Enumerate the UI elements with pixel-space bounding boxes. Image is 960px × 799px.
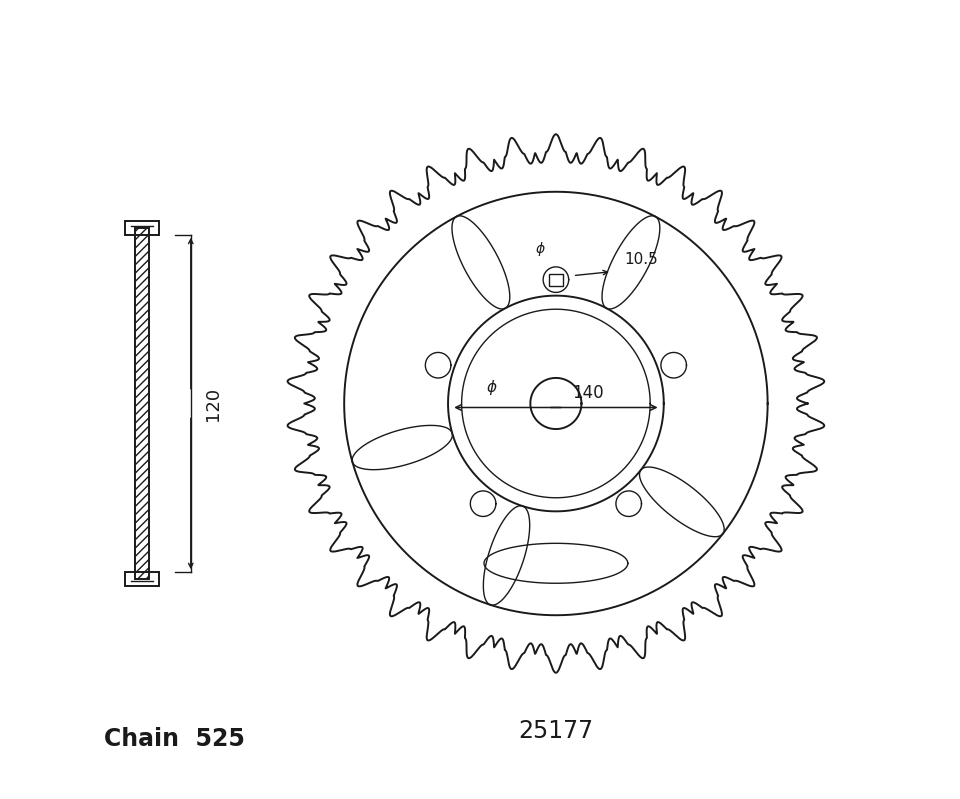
Text: 140: 140 — [572, 384, 604, 402]
Bar — [125, 221, 158, 235]
Bar — [125, 572, 158, 586]
Text: 120: 120 — [204, 387, 222, 420]
Text: Chain  525: Chain 525 — [105, 727, 246, 751]
Text: 25177: 25177 — [518, 719, 593, 743]
Text: ϕ: ϕ — [486, 380, 496, 395]
Text: ϕ: ϕ — [536, 242, 544, 256]
Text: 10.5: 10.5 — [624, 252, 658, 267]
